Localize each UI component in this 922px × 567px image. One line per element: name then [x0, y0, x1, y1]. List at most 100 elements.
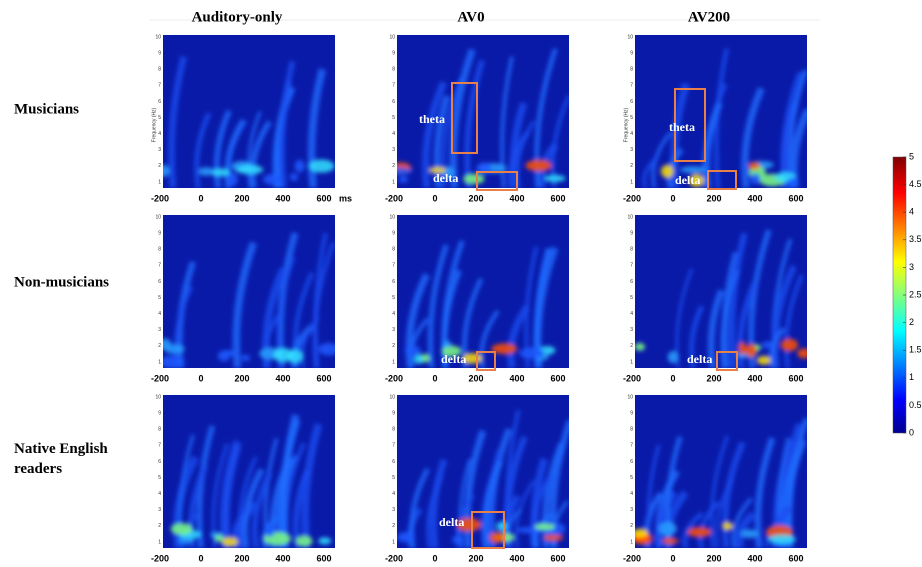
annotation-box: [707, 170, 737, 190]
y-tick-label: 9: [392, 50, 395, 56]
blob: [519, 347, 545, 359]
x-tick-label: 600: [316, 193, 331, 203]
blob: [635, 528, 648, 538]
annotation-label: delta: [687, 352, 712, 366]
streak: [427, 244, 449, 368]
y-tick-label: 10: [155, 214, 161, 220]
blob: [738, 342, 747, 355]
x-tick-label: 0: [432, 193, 437, 203]
spectrogram-panel: [397, 395, 569, 548]
blob: [263, 174, 281, 185]
blob: [544, 174, 566, 182]
streak: [482, 460, 504, 548]
blob: [404, 345, 421, 356]
y-tick-label: 4: [392, 491, 395, 497]
blob: [294, 159, 305, 173]
x-tick-label: 600: [550, 553, 565, 563]
streak: [232, 241, 258, 368]
blob: [163, 355, 185, 368]
y-tick-label: 6: [392, 99, 395, 105]
x-tick-label: 200: [468, 553, 483, 563]
x-tick-label: 600: [788, 373, 803, 383]
y-axis-label: Frequency (Hz): [151, 107, 157, 142]
streak: [421, 80, 448, 188]
spectrogram-texture: [635, 417, 807, 548]
y-tick-label: 8: [158, 247, 161, 253]
x-tick-label: 600: [788, 553, 803, 563]
blob: [452, 535, 464, 544]
y-tick-label: 3: [158, 507, 161, 513]
x-tick-label: 600: [550, 373, 565, 383]
x-unit: ms: [339, 193, 352, 203]
annotation-box: [716, 351, 738, 371]
y-tick-label: 10: [155, 394, 161, 400]
colorbar-tick-label: 3.5: [909, 234, 922, 244]
y-tick-label: 3: [630, 507, 633, 513]
y-tick-label: 1: [630, 539, 633, 545]
x-tick-label: -200: [151, 373, 169, 383]
y-tick-label: 6: [392, 459, 395, 465]
streak: [249, 120, 272, 188]
spectrogram-texture: [404, 240, 559, 368]
colorbar-tick-label: 0: [909, 427, 914, 437]
blob: [163, 164, 170, 177]
y-tick-label: 8: [392, 247, 395, 253]
streak: [784, 274, 804, 368]
spectrogram-texture: [170, 414, 332, 548]
blob: [163, 338, 172, 350]
x-tick-label: -200: [385, 373, 403, 383]
y-tick-label: 10: [155, 34, 161, 40]
streak: [504, 508, 523, 548]
streak: [433, 94, 451, 188]
blob: [442, 340, 452, 348]
y-tick-label: 7: [392, 83, 395, 89]
blob: [289, 173, 299, 182]
colorbar-tick-label: 1.5: [909, 345, 922, 355]
blob: [757, 355, 771, 366]
y-tick-label: 2: [392, 343, 395, 349]
x-tick-label: -200: [623, 193, 641, 203]
x-tick-label: 200: [468, 373, 483, 383]
y-tick-label: 4: [158, 491, 161, 497]
blob: [543, 534, 564, 541]
x-tick-label: 400: [275, 373, 290, 383]
y-tick-label: 3: [392, 507, 395, 513]
y-tick-label: 9: [158, 230, 161, 236]
streak: [707, 289, 725, 368]
streak: [251, 472, 273, 548]
y-tick-label: 5: [392, 115, 395, 121]
x-tick-label: 600: [316, 553, 331, 563]
streak: [709, 435, 729, 548]
x-tick-label: 400: [509, 553, 524, 563]
streak: [301, 423, 323, 548]
y-tick-label: 2: [158, 163, 161, 169]
blob: [689, 174, 704, 188]
x-tick-label: 600: [788, 193, 803, 203]
blob: [660, 164, 674, 178]
spectrogram-texture: [397, 47, 569, 188]
blob: [748, 161, 760, 170]
y-tick-label: 1: [392, 359, 395, 365]
colorbar-tick-label: 4.5: [909, 179, 922, 189]
blob: [397, 167, 413, 175]
y-tick-label: 9: [392, 230, 395, 236]
blob: [228, 172, 238, 187]
blob: [635, 342, 645, 351]
column-title: AV200: [688, 9, 730, 25]
blob: [441, 345, 462, 357]
x-tick-label: 400: [747, 193, 762, 203]
y-tick-label: 1: [630, 179, 633, 185]
streak: [509, 101, 528, 188]
x-tick-label: 400: [275, 193, 290, 203]
y-tick-label: 2: [392, 523, 395, 529]
annotation-box: [476, 171, 518, 191]
x-tick-label: -200: [623, 553, 641, 563]
y-tick-label: 3: [158, 327, 161, 333]
colorbar-tick-label: 1: [909, 372, 914, 382]
y-tick-label: 3: [158, 147, 161, 153]
y-tick-label: 6: [158, 279, 161, 285]
blob: [687, 527, 712, 538]
y-tick-label: 7: [158, 443, 161, 449]
streak: [168, 55, 188, 188]
spectrogram-panel: [397, 215, 569, 368]
